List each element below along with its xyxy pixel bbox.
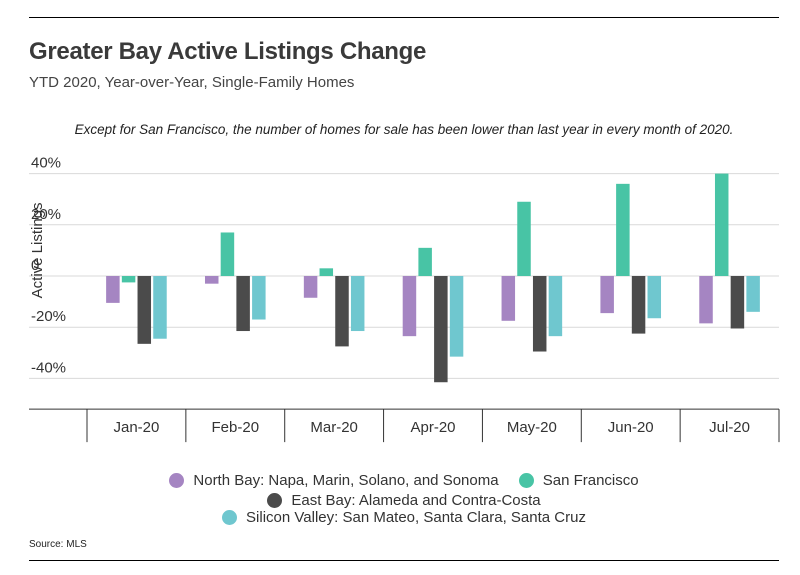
bar [106, 276, 120, 303]
bar [449, 276, 464, 357]
legend-label-san-francisco: San Francisco [542, 472, 639, 489]
legend-item-san-francisco: San Francisco [518, 472, 639, 489]
bar [501, 276, 516, 321]
legend-label-north-bay: North Bay: Napa, Marin, Solano, and Sono… [193, 472, 499, 489]
x-tick-label: Apr-20 [410, 419, 455, 436]
bar [548, 276, 563, 337]
bar [153, 276, 167, 339]
bar [335, 276, 349, 347]
legend-row-2: Silicon Valley: San Mateo, Santa Clara, … [29, 509, 779, 529]
bar [402, 276, 417, 337]
bar [746, 276, 760, 312]
x-tick-label: Jul-20 [709, 419, 750, 436]
y-tick-label: -20% [31, 308, 66, 325]
bottom-rule [29, 560, 779, 561]
chart-annotation: Except for San Francisco, the number of … [74, 122, 734, 137]
bar [252, 276, 266, 320]
y-tick-label: -40% [31, 359, 66, 376]
legend-label-silicon-valley: Silicon Valley: San Mateo, Santa Clara, … [246, 509, 586, 526]
top-rule [29, 17, 779, 18]
bar-chart: 40% 20% 0 -20% -40% Active Listings Jan-20 Feb-… [29, 155, 780, 443]
x-tick-label: Feb-20 [212, 419, 260, 436]
x-tick-label: Jan-20 [113, 419, 159, 436]
source-note: Source: MLS [29, 539, 87, 550]
legend-swatch-san-francisco [518, 473, 534, 488]
y-tick-label: 20% [31, 206, 61, 223]
bar [319, 268, 334, 276]
legend-item-north-bay: North Bay: Napa, Marin, Solano, and Sono… [169, 472, 499, 489]
bar [121, 276, 136, 283]
bar [616, 183, 630, 276]
bar [220, 232, 235, 276]
bar [631, 276, 646, 334]
legend-label-east-bay: East Bay: Alameda and Contra-Costa [291, 492, 541, 509]
bar [714, 173, 729, 276]
bar [236, 276, 250, 332]
bar [517, 201, 531, 276]
bar [418, 247, 432, 276]
x-tick-label: May-20 [507, 419, 557, 436]
bar [647, 276, 662, 319]
y-tick-label: 40% [31, 155, 61, 172]
legend-row-1: North Bay: Napa, Marin, Solano, and Sono… [29, 472, 779, 512]
legend-swatch-silicon-valley [222, 510, 238, 525]
x-tick-label: Mar-20 [310, 419, 358, 436]
legend-item-silicon-valley: Silicon Valley: San Mateo, Santa Clara, … [222, 509, 586, 526]
chart-subtitle: YTD 2020, Year-over-Year, Single-Family … [29, 74, 355, 91]
legend-swatch-east-bay [267, 493, 283, 508]
y-tick-label: 0 [31, 257, 39, 274]
legend-swatch-north-bay [169, 473, 185, 488]
bar [699, 276, 713, 324]
x-tick-label: Jun-20 [608, 419, 654, 436]
bar [600, 276, 614, 314]
bar [137, 276, 152, 344]
bar [434, 276, 448, 383]
bar [730, 276, 745, 329]
bar [350, 276, 365, 332]
bar [532, 276, 547, 352]
y-axis-label: Active Listings [29, 202, 46, 298]
chart-title: Greater Bay Active Listings Change [29, 38, 427, 65]
bar [303, 276, 318, 298]
legend-item-east-bay: East Bay: Alameda and Contra-Costa [267, 492, 541, 509]
bar [204, 276, 219, 284]
